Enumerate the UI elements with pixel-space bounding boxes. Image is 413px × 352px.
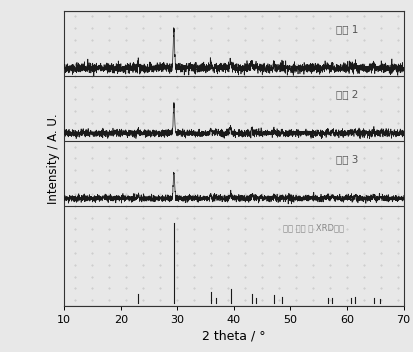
Text: 标准 方解 石 XRD图谱: 标准 方解 石 XRD图谱 — [282, 223, 343, 232]
Text: 案例 2: 案例 2 — [335, 89, 357, 99]
Y-axis label: Intensity / A. U.: Intensity / A. U. — [47, 113, 60, 204]
Text: 案例 1: 案例 1 — [335, 24, 357, 34]
Text: 案例 3: 案例 3 — [335, 154, 357, 164]
X-axis label: 2 theta / °: 2 theta / ° — [202, 329, 265, 342]
